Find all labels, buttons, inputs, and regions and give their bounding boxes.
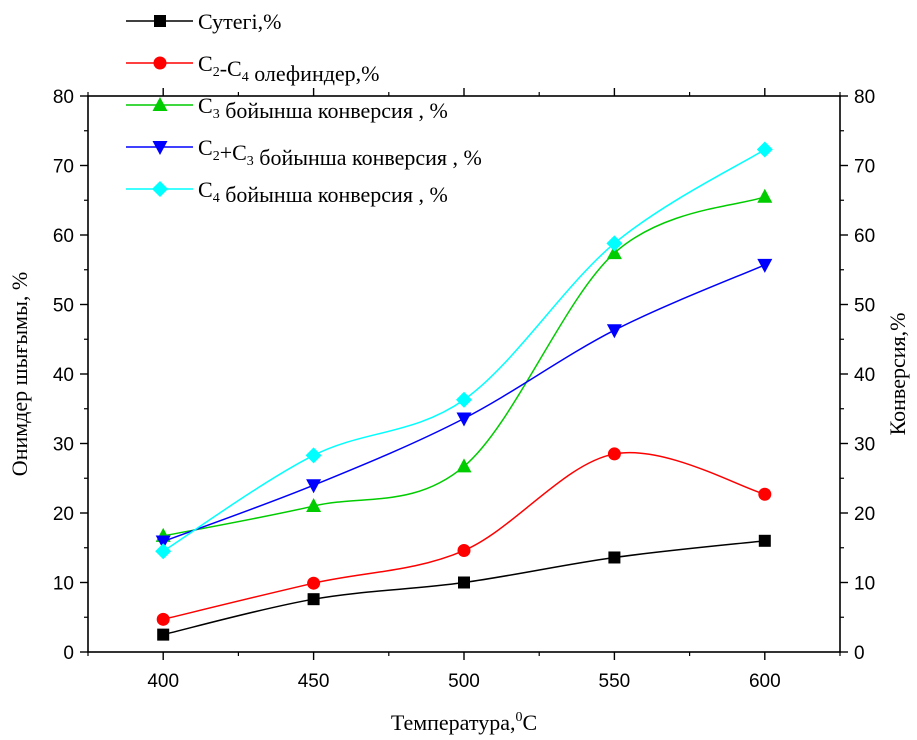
y-tick-label-left: 70 [53,157,74,178]
data-point [758,534,771,547]
data-point [608,551,621,564]
data-point [456,412,472,427]
y-tick-label-right: 20 [854,504,875,525]
y-tick-label-left: 20 [53,504,74,525]
series-3 [155,188,773,542]
data-point [607,447,621,461]
legend-item-5: C4 бойынша конверсия , % [126,177,448,207]
y-axis-title-left: Онимдер шығымы, % [7,272,32,476]
x-tick-label: 600 [749,671,781,692]
data-point [606,235,623,252]
data-point [156,612,170,626]
y-tick-label-left: 10 [53,574,74,595]
x-tick-label: 500 [448,671,480,692]
data-point [606,324,622,339]
legend-item-4: C2+C3 бойынша конверсия , % [126,135,482,170]
y-tick-label-left: 80 [53,87,74,108]
data-point [305,447,322,464]
legend-marker [152,141,168,155]
y-tick-label-right: 40 [854,365,875,386]
series-5 [155,141,773,560]
legend-marker [152,181,168,197]
data-point [157,628,170,641]
legend-label: Сутегі,% [198,9,281,34]
x-axis-title: Температура,0C [391,710,537,735]
x-tick-label: 550 [599,671,631,692]
data-point [756,141,773,158]
data-point [307,576,321,590]
data-point [458,576,470,589]
y-tick-label-right: 60 [854,226,875,247]
y-axis-title-right: Конверсия,% [885,313,910,436]
series-4 [155,258,773,550]
data-point [155,535,171,550]
y-tick-label-left: 60 [53,226,74,247]
series-line [163,196,766,537]
data-point [758,487,772,501]
axes: 400 450 500 550 600 0 0 10 10 20 20 30 30 40 40 50 50 60 6… [53,87,875,692]
legend-marker [153,56,167,70]
y-tick-label-right: 80 [854,87,875,108]
data-point [456,391,472,408]
series-layer [155,141,773,641]
legend-label: C2+C3 бойынша конверсия , % [198,135,482,170]
x-tick-label: 450 [298,671,330,692]
legend-marker [152,97,168,111]
data-point [306,479,322,494]
x-tick-label: 400 [147,671,179,692]
data-point [757,258,773,273]
legend: Сутегі,% C2-C4 олефиндер,% C3 бойынша конв… [126,9,482,207]
data-point [606,245,622,260]
legend-label: C4 бойынша конверсия , % [198,177,448,207]
data-point [155,543,172,560]
legend-item-1: Сутегі,% [126,9,281,34]
y-tick-label-right: 30 [854,435,875,456]
data-point [456,458,472,473]
y-tick-label-left: 40 [53,365,74,386]
series-line [163,451,765,621]
y-tick-label-right: 10 [854,574,875,595]
legend-marker [154,15,166,27]
data-point [457,544,471,558]
series-line [162,148,766,552]
legend-item-3: C3 бойынша конверсия , % [126,93,448,123]
series-1 [157,534,771,641]
data-point [757,188,773,203]
y-tick-label-right: 70 [854,157,875,178]
y-tick-label-left: 30 [53,435,74,456]
series-2 [156,447,772,626]
y-tick-label-left: 0 [63,643,74,664]
legend-label: C3 бойынша конверсия , % [198,93,448,123]
y-tick-label-right: 0 [854,643,865,664]
legend-item-2: C2-C4 олефиндер,% [126,51,380,86]
y-tick-label-right: 50 [854,296,875,317]
data-point [307,593,320,606]
y-tick-label-left: 50 [53,296,74,317]
legend-label: C2-C4 олефиндер,% [198,51,380,86]
data-point [306,498,322,513]
